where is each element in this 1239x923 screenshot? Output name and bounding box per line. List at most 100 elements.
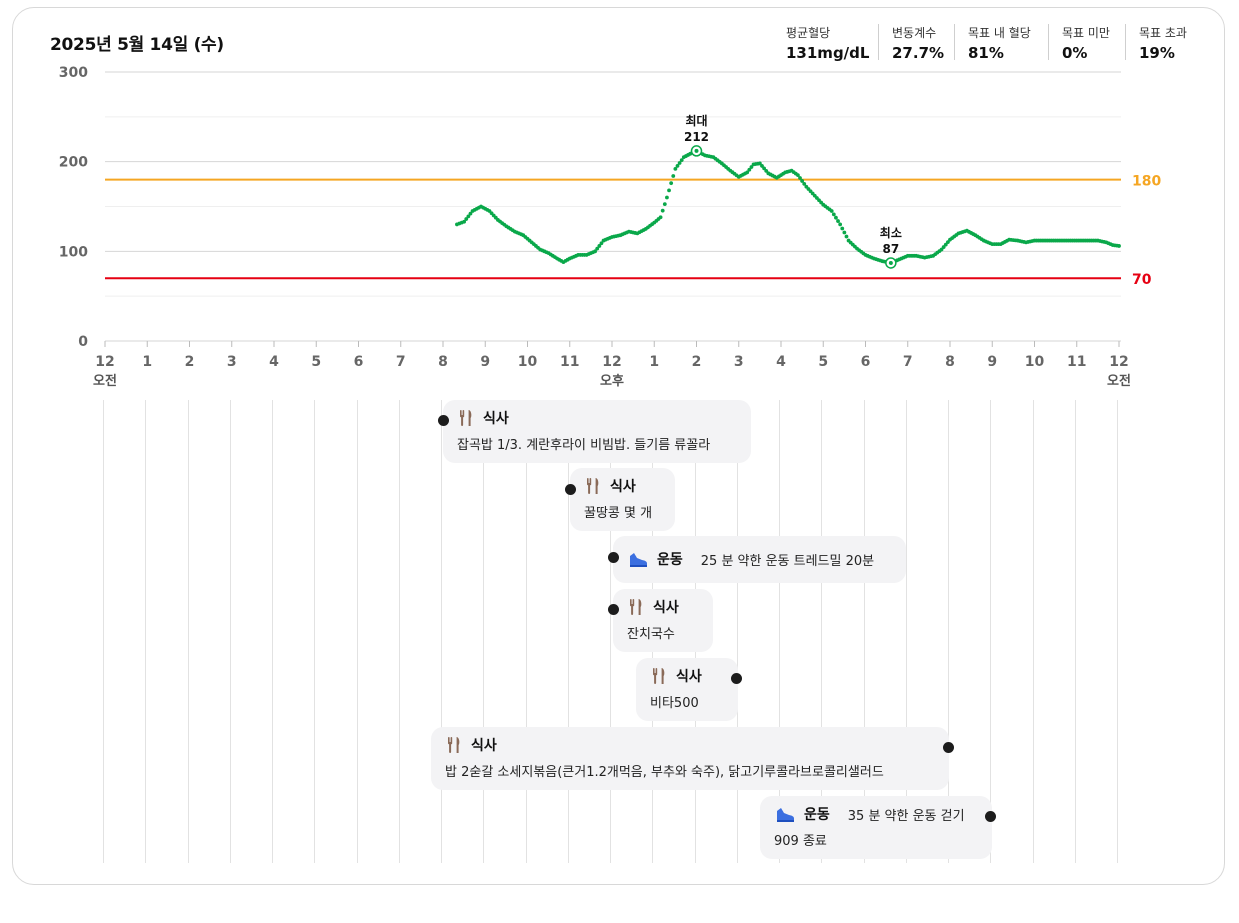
stat-label: 목표 미만 [1062, 26, 1110, 40]
timeline-gridline [948, 400, 949, 863]
stat-cv: 변동계수 27.7% [878, 24, 945, 62]
timeline-gridline [230, 400, 231, 863]
x-tick-label: 11 [1067, 354, 1086, 370]
timeline-gridline [145, 400, 146, 863]
data-point [838, 222, 843, 227]
stat-divider [878, 24, 879, 60]
data-point [462, 219, 467, 224]
x-tick-label: 7 [396, 354, 406, 370]
x-tick-label: 8 [438, 354, 448, 370]
x-tick-label: 4 [776, 354, 786, 370]
x-tick-label: 6 [861, 354, 871, 370]
stat-divider [954, 24, 955, 60]
x-tick-label: 12 [95, 354, 114, 370]
data-point [941, 245, 946, 249]
extreme-marker-center [694, 148, 699, 153]
data-point [667, 188, 671, 193]
timeline-gridline [314, 400, 315, 863]
sneaker-icon [630, 553, 647, 567]
annotation-value: 87 [882, 242, 899, 256]
event-meal-lunch[interactable]: 식사 잔치국수 [613, 589, 713, 652]
extreme-marker-center [888, 260, 893, 265]
timeline-gridline [357, 400, 358, 863]
data-point [764, 168, 769, 173]
y-tick-label: 200 [59, 155, 88, 171]
timeline-gridline [737, 400, 738, 863]
event-marker [565, 484, 576, 495]
event-marker [438, 415, 449, 426]
event-marker [608, 552, 619, 563]
event-title: 식사 [676, 669, 702, 685]
x-tick-label: 10 [518, 354, 538, 370]
data-point [679, 158, 684, 162]
x-tick-label: 9 [480, 354, 490, 370]
x-tick-label: 11 [560, 354, 579, 370]
data-point [658, 215, 663, 220]
stat-value: 131mg/dL [786, 44, 870, 62]
stat-label: 평균혈당 [786, 26, 831, 40]
annotation-value: 212 [684, 130, 709, 144]
data-point [757, 161, 762, 166]
data-point [673, 166, 678, 171]
data-point [831, 212, 836, 217]
data-point [760, 164, 764, 168]
timeline-gridline [779, 400, 780, 863]
x-tick-label: 1 [142, 354, 152, 370]
event-meal-breakfast[interactable]: 식사 잡곡밥 1/3. 계란후라이 비빔밥. 들기름 류꼴라 [443, 400, 751, 463]
event-title: 식사 [610, 479, 636, 495]
x-tick-label: 5 [311, 354, 321, 370]
timeline-gridline [990, 400, 991, 863]
timeline-gridline [188, 400, 189, 863]
x-tick-label: 12 [1109, 354, 1128, 370]
data-point [675, 164, 680, 168]
data-point [836, 219, 840, 223]
event-exercise-treadmill[interactable]: 운동 25 분 약한 운동 트레드밀 20분 [613, 536, 906, 583]
stat-label: 변동계수 [892, 26, 937, 40]
event-note: 잔치국수 [627, 627, 675, 642]
fork-knife-icon [630, 599, 642, 615]
data-point [834, 215, 838, 220]
fork-knife-icon [587, 478, 599, 494]
event-marker [943, 742, 954, 753]
timeline-gridline [399, 400, 400, 863]
x-tick-label: 2 [185, 354, 195, 370]
period-label: 오후 [600, 373, 624, 389]
stat-average: 평균혈당 131mg/dL [786, 24, 870, 62]
event-meal-drink[interactable]: 식사 비타500 [636, 658, 738, 721]
timeline-gridline [610, 400, 611, 863]
data-point [802, 181, 807, 186]
event-title: 식사 [483, 411, 509, 427]
x-tick-label: 8 [945, 354, 955, 370]
data-point [762, 166, 766, 171]
stat-label: 목표 초과 [1139, 26, 1187, 40]
data-point [844, 234, 849, 239]
event-meal-snack[interactable]: 식사 꿀땅콩 몇 개 [570, 468, 675, 531]
x-tick-label: 2 [692, 354, 702, 370]
x-tick-label: 5 [818, 354, 828, 370]
data-point [749, 165, 754, 169]
data-point [840, 226, 845, 231]
event-meal-dinner[interactable]: 식사 밥 2숟갈 소세지볶음(큰거1.2개먹음, 부추와 숙주), 닭고기루콜라… [431, 727, 949, 790]
data-point [669, 181, 674, 186]
timeline-gridline [483, 400, 484, 863]
data-point [466, 214, 471, 219]
annotation-label: 최대 [685, 113, 707, 128]
data-point [747, 167, 752, 172]
fork-knife-icon [460, 410, 472, 426]
stat-divider [1048, 24, 1049, 60]
stat-value: 27.7% [892, 44, 945, 62]
data-point [745, 170, 750, 175]
data-point [945, 240, 950, 245]
threshold-label: 70 [1132, 272, 1152, 288]
page-title: 2025년 5월 14일 (수) [50, 35, 224, 55]
x-tick-label: 4 [269, 354, 279, 370]
event-exercise-walk[interactable]: 운동 35 분 약한 운동 걷기 909 종료 [760, 796, 992, 859]
timeline-gridline [1075, 400, 1076, 863]
event-marker [985, 811, 996, 822]
stat-below-range: 목표 미만 0% [1048, 24, 1110, 62]
data-point [597, 244, 602, 248]
timeline-gridline [1117, 400, 1118, 863]
event-title: 식사 [471, 738, 497, 754]
data-point [599, 241, 604, 246]
